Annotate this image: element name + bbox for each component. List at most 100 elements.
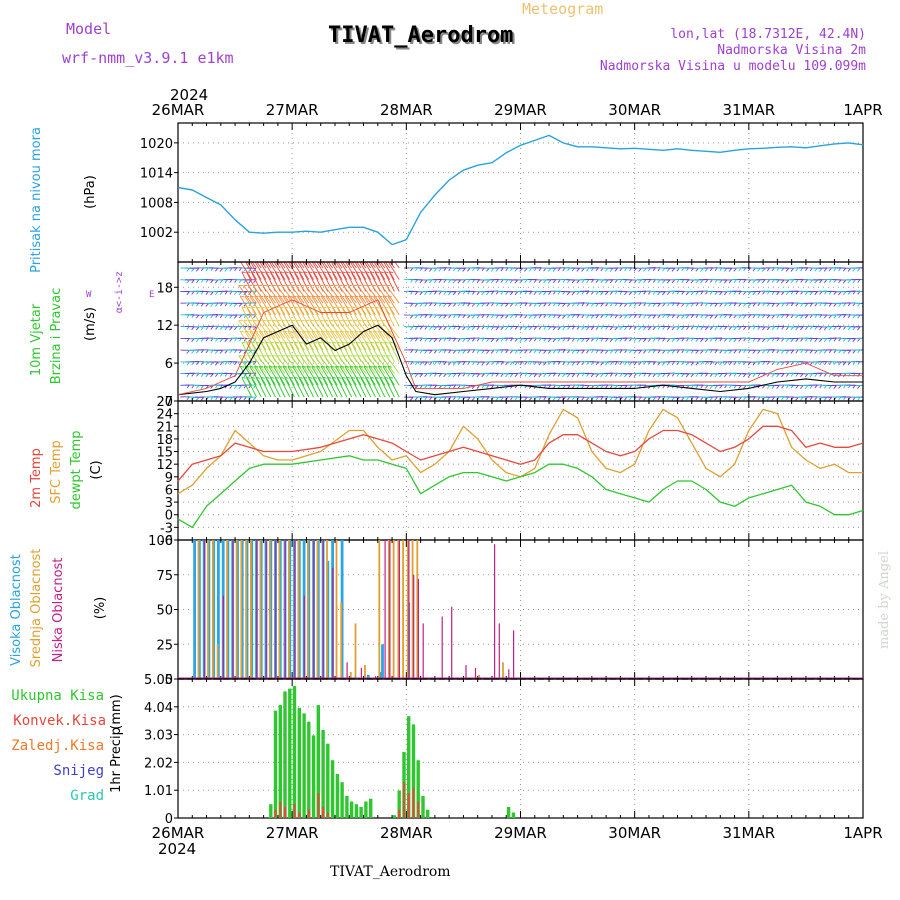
wind-barb-flag — [795, 349, 799, 354]
wind-barb — [305, 320, 319, 339]
wind-barb-flag — [676, 338, 680, 342]
wind-barb-flag — [263, 295, 269, 298]
wind-barb — [244, 295, 257, 316]
wind-barb — [243, 285, 257, 304]
y-tick-label: 50 — [156, 604, 173, 619]
total-precip-bar — [321, 729, 325, 818]
wind-barb-flag — [728, 350, 733, 354]
wind-barb-flag — [297, 295, 302, 298]
wind-barb-flag — [804, 303, 809, 307]
station-title: TIVAT_Aerodrom — [330, 25, 515, 50]
wind-barb-flag — [313, 376, 318, 379]
wind-barb-flag — [481, 350, 485, 354]
wind-barb — [312, 377, 324, 398]
wind-barb-flag — [191, 268, 195, 272]
wind-barb-flag — [728, 279, 733, 284]
wind-barb-flag — [709, 397, 713, 401]
wind-barb-flag — [571, 350, 576, 354]
wind-barb — [308, 262, 314, 269]
wind-barb-flag — [260, 271, 265, 274]
wind-barb — [375, 262, 381, 269]
wind-barb — [303, 377, 315, 398]
wind-barb-flag — [524, 349, 528, 354]
wind-barb — [238, 355, 253, 374]
y-tick-label: 3 — [165, 496, 173, 511]
wind-barb-flag — [652, 373, 656, 378]
wind-barb-flag — [548, 361, 552, 366]
y-tick-label: 25 — [156, 638, 173, 653]
wind-barb-flag — [533, 373, 537, 378]
wind-barb-flag — [303, 306, 308, 309]
wind-barb-flag — [340, 366, 345, 368]
wind-barb-flag — [795, 267, 799, 272]
wind-barb-flag — [410, 338, 414, 342]
wind-barb-flag — [500, 267, 504, 272]
wind-barb — [387, 295, 400, 316]
wind-barb — [252, 320, 267, 339]
wind-barb-flag — [724, 267, 728, 272]
wind-barb — [383, 262, 395, 280]
wind-barb-flag — [543, 279, 547, 284]
wind-barb-flag — [327, 376, 332, 379]
mid-cloud-bar — [478, 674, 481, 679]
wind-barb — [330, 331, 343, 351]
low-cloud-bar — [265, 540, 267, 679]
mid-cloud-bar — [340, 602, 343, 679]
wind-barb-flag — [268, 295, 273, 298]
y-tick-label: 1.01 — [144, 784, 173, 799]
wind-barb-flag — [279, 306, 284, 309]
wind-barb-flag — [557, 326, 561, 331]
total-precip-bar — [283, 691, 287, 818]
high-cloud-bar — [193, 540, 196, 679]
wind-barb-flag — [200, 326, 204, 331]
mid-cloud-bar — [354, 623, 357, 679]
wind-barb-flag — [533, 315, 537, 319]
wind-barb — [260, 377, 272, 398]
wind-barb — [376, 285, 391, 304]
wind-barb-flag — [302, 330, 307, 333]
wind-barb-flag — [486, 268, 490, 272]
wind-barb — [325, 366, 338, 386]
wind-barb-flag — [814, 350, 818, 354]
wind-barb-flag — [514, 302, 518, 307]
wind-barb-flag — [289, 376, 294, 379]
wind-barb-flag — [733, 326, 737, 331]
wind-barb-flag — [571, 291, 576, 296]
wind-barb-flag — [467, 349, 471, 354]
wind-barb — [357, 285, 372, 304]
wind-barb — [346, 262, 352, 269]
wind-barb-flag — [714, 396, 718, 401]
wind-barb — [355, 377, 367, 398]
wind-barb-flag — [306, 330, 311, 333]
wind-barb-flag — [638, 279, 642, 284]
wind-barb-flag — [186, 267, 190, 272]
wind-barb — [344, 262, 357, 280]
wind-barb — [292, 366, 305, 386]
wind-barb — [243, 320, 257, 339]
wind-barb-flag — [543, 302, 547, 307]
wind-barb-flag — [695, 279, 699, 284]
wind-barb — [354, 331, 367, 351]
wind-barb — [340, 262, 352, 280]
wind-barb-flag — [433, 349, 438, 354]
wind-barb-flag — [303, 376, 308, 379]
wind-barb-flag — [495, 338, 499, 342]
low-cloud-bar — [474, 667, 477, 679]
wind-barb — [266, 355, 281, 374]
wind-barb-flag — [766, 385, 771, 389]
wind-barb — [384, 262, 391, 269]
temp-ylabel: 2m Temp — [29, 448, 44, 508]
wind-barb-flag — [355, 341, 360, 344]
wind-barb-flag — [332, 271, 337, 274]
wind-barb-flag — [543, 350, 547, 354]
conv-precip-bar — [412, 787, 415, 818]
wind-barb — [389, 262, 395, 269]
wind-barb — [307, 377, 319, 398]
wind-barb-flag — [624, 326, 628, 330]
wind-barb-flag — [414, 303, 419, 307]
wind-barb — [286, 285, 300, 304]
wind-barb-flag — [586, 349, 590, 354]
mid-cloud-bar — [316, 540, 319, 679]
wind-barb — [247, 355, 262, 374]
wind-barb-flag — [571, 373, 576, 378]
